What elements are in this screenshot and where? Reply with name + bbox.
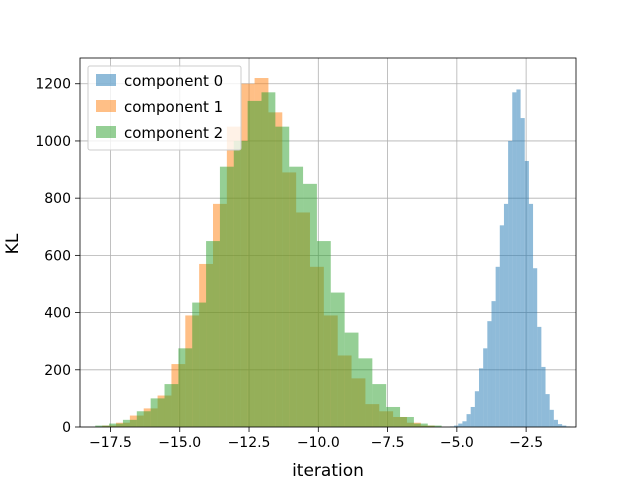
- histogram-bar: [413, 423, 428, 427]
- x-tick-label: −10.0: [297, 435, 340, 451]
- x-tick-label: −12.5: [228, 435, 271, 451]
- histogram-bar: [553, 419, 558, 427]
- histogram-bar: [358, 358, 373, 427]
- legend-swatch-component-1: [96, 100, 116, 112]
- legend-label-component-0: component 0: [124, 72, 223, 90]
- histogram-bar: [487, 321, 492, 427]
- legend: component 0 component 1 component 2: [87, 65, 242, 151]
- histogram-bar: [303, 183, 317, 427]
- histogram-bar: [289, 166, 304, 427]
- histogram-bar: [512, 92, 517, 427]
- histogram-bar: [533, 268, 538, 427]
- x-tick-label: −2.5: [509, 435, 543, 451]
- histogram-bar: [537, 326, 542, 427]
- histogram-bar: [386, 406, 401, 427]
- histogram-bar: [549, 409, 554, 427]
- y-tick-label: 0: [62, 420, 71, 436]
- x-tick-label: −15.0: [158, 435, 201, 451]
- series-2-bars: [95, 92, 442, 428]
- histogram-bar: [491, 301, 496, 427]
- histogram-bar: [479, 368, 484, 427]
- legend-swatch-component-0: [96, 74, 116, 86]
- histogram-bar: [247, 100, 262, 427]
- x-tick-label: −5.0: [440, 435, 474, 451]
- y-tick-label: 1000: [35, 134, 71, 150]
- y-tick-label: 200: [44, 363, 71, 379]
- histogram-bar: [495, 266, 500, 427]
- histogram-bar: [520, 118, 525, 428]
- histogram-bar: [503, 203, 509, 427]
- histogram-bar: [427, 425, 442, 427]
- histogram-bar: [545, 394, 550, 427]
- histogram-bar: [192, 302, 207, 427]
- x-axis-label: iteration: [292, 461, 364, 480]
- histogram-bar: [178, 348, 193, 427]
- y-axis-ticks: 0 200 400 600 800 1000 1200: [35, 77, 80, 436]
- histogram-bar: [330, 292, 345, 427]
- histogram-bar: [136, 411, 151, 427]
- histogram-bar: [474, 391, 480, 427]
- histogram-bar: [524, 160, 529, 427]
- histogram-bar: [454, 425, 459, 427]
- histogram-bar: [557, 424, 563, 427]
- histogram-bar: [316, 241, 331, 427]
- plot-frame: [79, 57, 577, 428]
- histogram-bars: [95, 78, 571, 428]
- y-axis-label: KL: [3, 233, 23, 254]
- legend-box: [87, 65, 242, 151]
- y-tick-label: 1200: [35, 77, 71, 93]
- histogram-bar: [516, 89, 521, 427]
- histogram-bar: [275, 126, 290, 428]
- histogram-bar: [466, 414, 471, 427]
- histogram-bar: [470, 406, 475, 427]
- y-tick-label: 400: [44, 306, 71, 322]
- y-tick-label: 800: [44, 191, 71, 207]
- histogram-bar: [164, 384, 179, 427]
- histogram-bar: [109, 423, 123, 427]
- histogram-bar: [344, 332, 359, 427]
- histogram-bar: [458, 423, 463, 427]
- legend-label-component-2: component 2: [124, 124, 223, 142]
- histogram-bar: [400, 416, 414, 427]
- legend-swatch-component-2: [96, 126, 116, 138]
- x-axis-ticks: −17.5 −15.0 −12.5 −10.0 −7.5 −5.0 −2.5: [89, 427, 543, 451]
- y-tick-label: 600: [44, 248, 71, 264]
- series-0-bars: [449, 89, 571, 428]
- histogram-bar: [528, 203, 534, 427]
- x-tick-label: −17.5: [89, 435, 132, 451]
- histogram-bar: [483, 348, 488, 427]
- histogram-bar: [508, 140, 513, 427]
- histogram-bar: [562, 425, 567, 427]
- histogram-bar: [499, 225, 504, 427]
- histogram-bar: [261, 92, 276, 427]
- histogram-bar: [122, 419, 137, 427]
- histogram-bar: [206, 241, 220, 427]
- histogram-bar: [541, 366, 546, 427]
- histogram-bar: [95, 425, 110, 427]
- histogram-bar: [462, 421, 467, 427]
- histogram-bar: [372, 384, 387, 427]
- x-tick-label: −7.5: [371, 435, 405, 451]
- histogram-bar: [233, 140, 248, 427]
- histogram-bar: [150, 398, 165, 427]
- legend-label-component-1: component 1: [124, 98, 223, 116]
- histogram-bar: [219, 166, 234, 427]
